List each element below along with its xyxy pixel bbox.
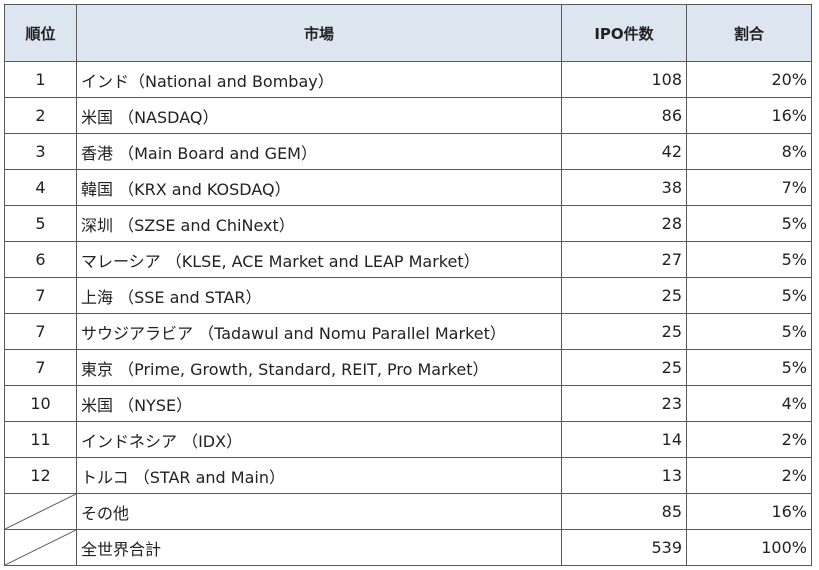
rank-cell: 6 xyxy=(4,241,77,278)
table-row: 7 サウジアラビア （Tadawul and Nomu Parallel Mar… xyxy=(4,313,812,350)
share-cell: 2% xyxy=(686,421,812,458)
share-cell: 20% xyxy=(686,61,812,98)
ipo-count-cell: 86 xyxy=(561,97,687,134)
share-cell: 8% xyxy=(686,133,812,170)
share-cell: 16% xyxy=(686,97,812,134)
share-cell: 7% xyxy=(686,169,812,206)
others-row: その他 85 16% xyxy=(4,493,812,530)
table-row: 10 米国 （NYSE） 23 4% xyxy=(4,385,812,422)
ipo-ranking-table: 順位 市場 IPO件数 割合 1 インド（National and Bombay… xyxy=(4,4,812,566)
empty-rank-cell xyxy=(4,529,77,566)
market-cell: 香港 （Main Board and GEM） xyxy=(76,133,562,170)
market-cell: 東京 （Prime, Growth, Standard, REIT, Pro M… xyxy=(76,349,562,386)
table-row: 7 東京 （Prime, Growth, Standard, REIT, Pro… xyxy=(4,349,812,386)
ipo-count-cell: 38 xyxy=(561,169,687,206)
market-cell: 米国 （NYSE） xyxy=(76,385,562,422)
ipo-count-cell: 25 xyxy=(561,313,687,350)
market-cell: マレーシア （KLSE, ACE Market and LEAP Market） xyxy=(76,241,562,278)
rank-cell: 11 xyxy=(4,421,77,458)
others-share-cell: 16% xyxy=(686,493,812,530)
table-row: 6 マレーシア （KLSE, ACE Market and LEAP Marke… xyxy=(4,241,812,278)
total-share-cell: 100% xyxy=(686,529,812,566)
ipo-count-cell: 23 xyxy=(561,385,687,422)
header-share: 割合 xyxy=(686,4,812,62)
rank-cell: 7 xyxy=(4,313,77,350)
ipo-count-cell: 27 xyxy=(561,241,687,278)
rank-cell: 12 xyxy=(4,457,77,494)
market-cell: サウジアラビア （Tadawul and Nomu Parallel Marke… xyxy=(76,313,562,350)
share-cell: 5% xyxy=(686,277,812,314)
ipo-count-cell: 25 xyxy=(561,349,687,386)
share-cell: 5% xyxy=(686,349,812,386)
rank-cell: 7 xyxy=(4,277,77,314)
table-row: 2 米国 （NASDAQ） 86 16% xyxy=(4,97,812,134)
total-market-cell: 全世界合計 xyxy=(76,529,562,566)
share-cell: 5% xyxy=(686,205,812,242)
share-cell: 2% xyxy=(686,457,812,494)
table-row: 4 韓国 （KRX and KOSDAQ） 38 7% xyxy=(4,169,812,206)
table-row: 5 深圳 （SZSE and ChiNext） 28 5% xyxy=(4,205,812,242)
market-cell: 韓国 （KRX and KOSDAQ） xyxy=(76,169,562,206)
market-cell: トルコ （STAR and Main） xyxy=(76,457,562,494)
rank-cell: 7 xyxy=(4,349,77,386)
total-row: 全世界合計 539 100% xyxy=(4,529,812,566)
ipo-count-cell: 14 xyxy=(561,421,687,458)
ipo-count-cell: 108 xyxy=(561,61,687,98)
share-cell: 5% xyxy=(686,241,812,278)
ipo-count-cell: 13 xyxy=(561,457,687,494)
ipo-count-cell: 25 xyxy=(561,277,687,314)
ipo-count-cell: 28 xyxy=(561,205,687,242)
rank-cell: 1 xyxy=(4,61,77,98)
table-row: 7 上海 （SSE and STAR） 25 5% xyxy=(4,277,812,314)
ipo-count-cell: 42 xyxy=(561,133,687,170)
total-count-cell: 539 xyxy=(561,529,687,566)
share-cell: 4% xyxy=(686,385,812,422)
market-cell: インド（National and Bombay） xyxy=(76,61,562,98)
rank-cell: 5 xyxy=(4,205,77,242)
market-cell: インドネシア （IDX） xyxy=(76,421,562,458)
empty-rank-cell xyxy=(4,493,77,530)
market-cell: 米国 （NASDAQ） xyxy=(76,97,562,134)
share-cell: 5% xyxy=(686,313,812,350)
header-market: 市場 xyxy=(76,4,562,62)
table-row: 11 インドネシア （IDX） 14 2% xyxy=(4,421,812,458)
header-row: 順位 市場 IPO件数 割合 xyxy=(4,4,812,62)
rank-cell: 10 xyxy=(4,385,77,422)
diagonal-slash xyxy=(5,494,76,529)
header-rank: 順位 xyxy=(4,4,77,62)
table-row: 12 トルコ （STAR and Main） 13 2% xyxy=(4,457,812,494)
rank-cell: 4 xyxy=(4,169,77,206)
diagonal-slash xyxy=(5,530,76,565)
others-count-cell: 85 xyxy=(561,493,687,530)
header-ipo-count: IPO件数 xyxy=(561,4,687,62)
table-row: 1 インド（National and Bombay） 108 20% xyxy=(4,61,812,98)
market-cell: 深圳 （SZSE and ChiNext） xyxy=(76,205,562,242)
rank-cell: 3 xyxy=(4,133,77,170)
rank-cell: 2 xyxy=(4,97,77,134)
table-row: 3 香港 （Main Board and GEM） 42 8% xyxy=(4,133,812,170)
market-cell: 上海 （SSE and STAR） xyxy=(76,277,562,314)
others-market-cell: その他 xyxy=(76,493,562,530)
